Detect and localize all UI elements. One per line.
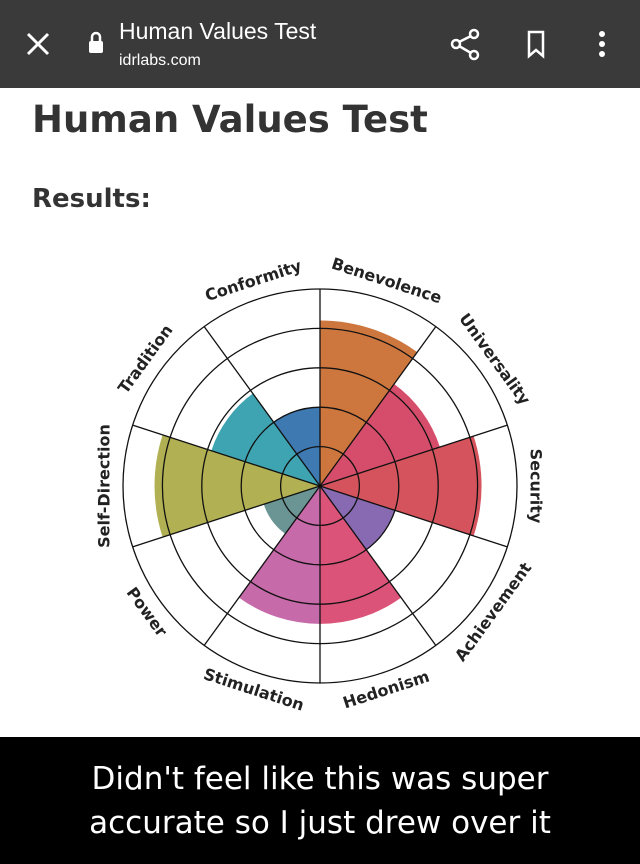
chart: BenevolenceUniversalitySecurityAchieveme… [95,254,546,715]
share-icon[interactable] [450,28,480,61]
wedge [273,407,320,486]
results-label: Results: [32,184,151,214]
spoke [319,485,508,548]
category-label: Benevolence [329,254,444,308]
wedge [211,393,320,486]
spoke [132,424,321,487]
menu-icon[interactable] [599,31,605,57]
caption: Didn't feel like this was super accurate… [0,737,640,864]
browser-bar: Human Values Test idrlabs.com [0,0,640,88]
wedge [263,486,320,534]
spoke [132,485,321,548]
category-label: Hedonism [341,667,432,713]
browser-icons [26,28,605,61]
wedge [320,320,418,486]
category-label: Self-Direction [95,424,114,548]
wedge [320,486,395,550]
spoke [203,485,321,646]
wedge [320,436,482,536]
lock-icon [89,41,103,53]
wedge [154,434,320,538]
url: idrlabs.com [119,52,201,69]
lock-shackle [90,31,102,41]
category-label: Security [527,449,546,524]
page-heading: Human Values Test [32,98,428,141]
caption-line: accurate so I just drew over it [89,805,551,841]
spoke [319,326,437,487]
bookmark-icon[interactable] [527,30,545,59]
spoke [203,326,321,487]
tab-title: Human Values Test [119,18,317,44]
spoke [319,424,508,487]
spoke [319,485,437,646]
category-label: Achievement [451,558,536,664]
close-icon[interactable] [26,32,50,56]
caption-line: Didn't feel like this was super [91,761,549,797]
category-label: Tradition [114,321,177,397]
category-label: Power [123,583,171,640]
category-label: Conformity [203,256,305,305]
